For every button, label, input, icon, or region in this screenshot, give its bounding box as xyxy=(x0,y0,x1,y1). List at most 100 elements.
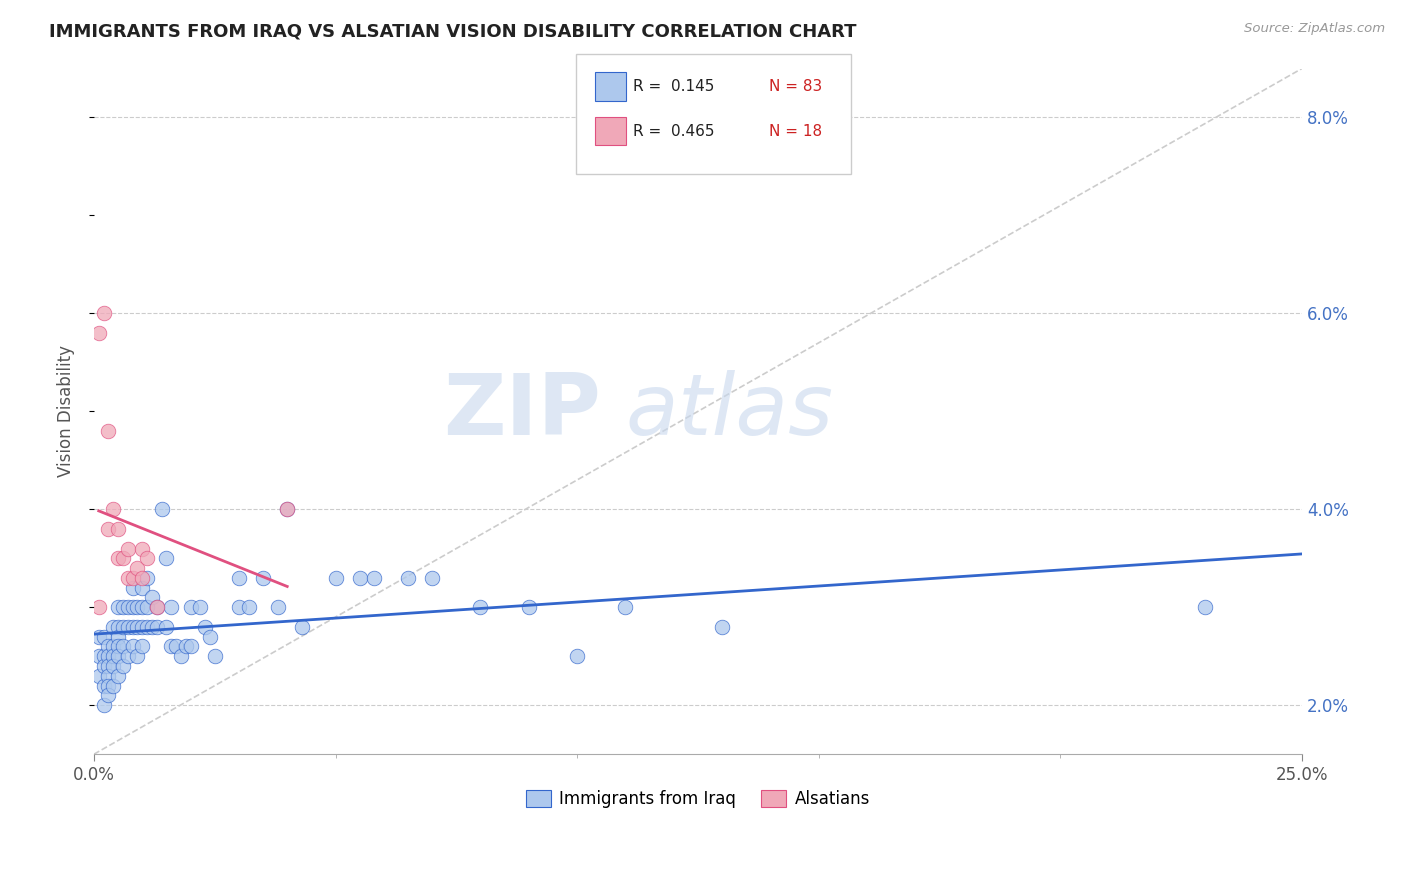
Point xyxy=(103,502,125,516)
Point xyxy=(107,600,129,615)
Point xyxy=(150,502,173,516)
Text: R =  0.465: R = 0.465 xyxy=(633,124,714,138)
Point xyxy=(131,600,153,615)
Point xyxy=(155,551,177,566)
Point xyxy=(136,620,159,634)
Point xyxy=(165,640,187,654)
Legend: Immigrants from Iraq, Alsatians: Immigrants from Iraq, Alsatians xyxy=(519,783,876,814)
Point xyxy=(107,551,129,566)
Point xyxy=(97,424,120,438)
Point xyxy=(238,600,260,615)
Point xyxy=(614,600,637,615)
Point xyxy=(97,649,120,664)
Point xyxy=(97,669,120,683)
Point xyxy=(396,571,419,585)
Point xyxy=(97,640,120,654)
Text: R =  0.145: R = 0.145 xyxy=(633,79,714,94)
Point xyxy=(252,571,274,585)
Point xyxy=(565,649,588,664)
Point xyxy=(127,600,149,615)
Point xyxy=(266,600,288,615)
Point xyxy=(103,679,125,693)
Point xyxy=(117,571,139,585)
Point xyxy=(127,649,149,664)
Point xyxy=(1194,600,1216,615)
Point xyxy=(291,620,314,634)
Point xyxy=(127,620,149,634)
Point xyxy=(325,571,347,585)
Point xyxy=(111,620,134,634)
Point xyxy=(131,640,153,654)
Text: Source: ZipAtlas.com: Source: ZipAtlas.com xyxy=(1244,22,1385,36)
Point xyxy=(170,649,193,664)
Point xyxy=(188,600,211,615)
Point xyxy=(145,600,167,615)
Point xyxy=(349,571,371,585)
Point xyxy=(117,649,139,664)
Text: IMMIGRANTS FROM IRAQ VS ALSATIAN VISION DISABILITY CORRELATION CHART: IMMIGRANTS FROM IRAQ VS ALSATIAN VISION … xyxy=(49,22,856,40)
Point xyxy=(93,679,115,693)
Point xyxy=(97,522,120,536)
Point xyxy=(711,620,734,634)
Point xyxy=(517,600,540,615)
Y-axis label: Vision Disability: Vision Disability xyxy=(58,345,75,477)
Point xyxy=(107,620,129,634)
Point xyxy=(141,620,163,634)
Point xyxy=(111,600,134,615)
Point xyxy=(87,630,110,644)
Point xyxy=(136,571,159,585)
Point xyxy=(160,640,183,654)
Point xyxy=(103,620,125,634)
Point xyxy=(87,649,110,664)
Point xyxy=(93,698,115,713)
Point xyxy=(111,551,134,566)
Point xyxy=(121,640,143,654)
Point xyxy=(97,689,120,703)
Point xyxy=(121,581,143,595)
Point xyxy=(121,600,143,615)
Text: atlas: atlas xyxy=(626,370,834,453)
Point xyxy=(93,649,115,664)
Point xyxy=(97,659,120,673)
Point xyxy=(121,620,143,634)
Point xyxy=(180,640,202,654)
Text: N = 83: N = 83 xyxy=(769,79,823,94)
Point xyxy=(103,649,125,664)
Point xyxy=(87,326,110,340)
Point xyxy=(145,600,167,615)
Point xyxy=(121,571,143,585)
Point xyxy=(111,659,134,673)
Text: ZIP: ZIP xyxy=(443,370,602,453)
Text: N = 18: N = 18 xyxy=(769,124,823,138)
Point xyxy=(136,600,159,615)
Point xyxy=(107,669,129,683)
Point xyxy=(141,591,163,605)
Point xyxy=(470,600,492,615)
Point xyxy=(131,581,153,595)
Point xyxy=(363,571,385,585)
Point xyxy=(93,630,115,644)
Point xyxy=(127,561,149,575)
Point xyxy=(155,620,177,634)
Point xyxy=(107,649,129,664)
Point xyxy=(87,669,110,683)
Point xyxy=(136,551,159,566)
Point xyxy=(131,620,153,634)
Point xyxy=(276,502,298,516)
Point xyxy=(145,620,167,634)
Point xyxy=(87,600,110,615)
Point xyxy=(103,659,125,673)
Point xyxy=(93,659,115,673)
Point xyxy=(117,600,139,615)
Point xyxy=(174,640,197,654)
Point xyxy=(420,571,443,585)
Point xyxy=(276,502,298,516)
Point xyxy=(93,306,115,320)
Point xyxy=(160,600,183,615)
Point xyxy=(131,571,153,585)
Point xyxy=(228,571,250,585)
Point xyxy=(117,541,139,556)
Point xyxy=(198,630,221,644)
Point xyxy=(97,679,120,693)
Point xyxy=(228,600,250,615)
